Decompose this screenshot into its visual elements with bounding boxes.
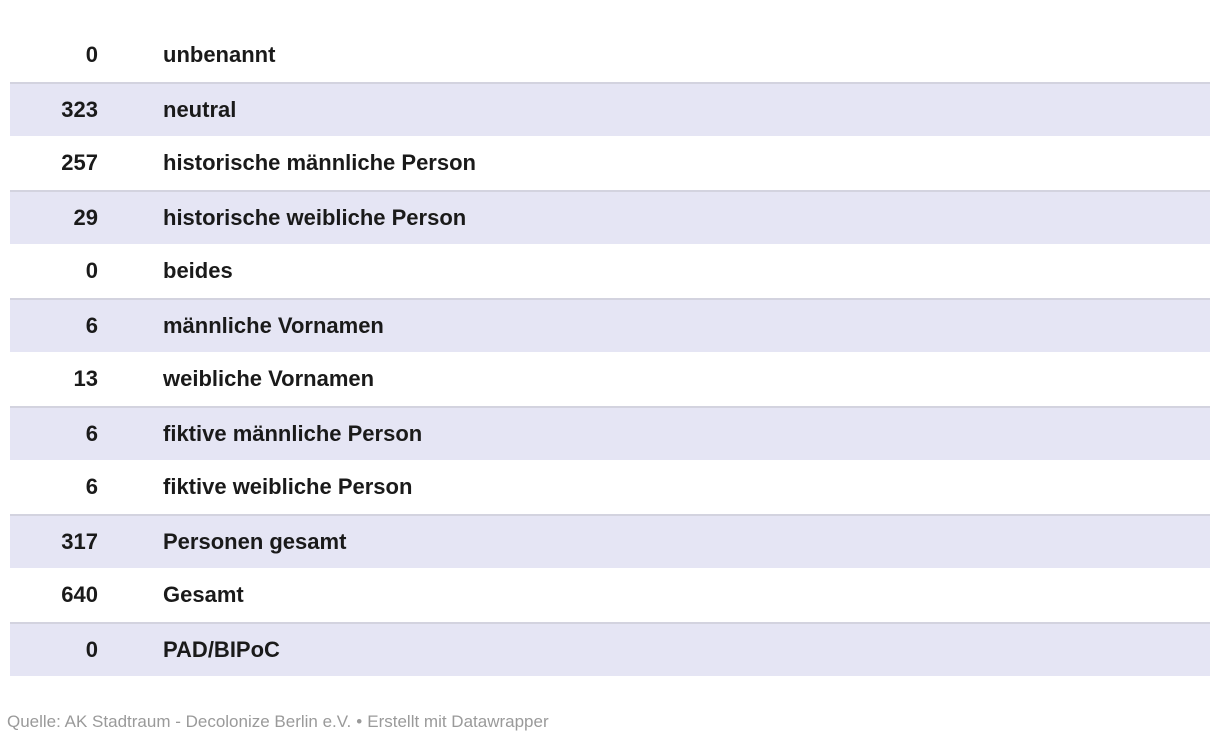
table-row: 0 beides (10, 244, 1210, 298)
category-cell: historische männliche Person (163, 150, 476, 175)
category-cell: Gesamt (163, 582, 244, 607)
table-row: 317 Personen gesamt (10, 514, 1210, 568)
source-note: Quelle: AK Stadtraum - Decolonize Berlin… (7, 712, 352, 731)
table-row: 640 Gesamt (10, 568, 1210, 622)
data-table: 0 unbenannt 323 neutral 257 historische … (10, 28, 1210, 676)
category-cell: Personen gesamt (163, 529, 347, 554)
footer-separator: • (356, 712, 363, 731)
category-cell: fiktive weibliche Person (163, 474, 413, 499)
category-cell: unbenannt (163, 42, 276, 67)
table-row: 6 fiktive männliche Person (10, 406, 1210, 460)
value-cell: 257 (61, 150, 98, 175)
value-cell: 317 (61, 529, 98, 554)
value-cell: 640 (61, 582, 98, 607)
value-cell: 0 (85, 637, 98, 662)
table-row: 0 PAD/BIPoC (10, 622, 1210, 676)
value-cell: 13 (73, 366, 98, 391)
value-cell: 6 (85, 474, 98, 499)
category-cell: PAD/BIPoC (163, 637, 280, 662)
chart-footer: Quelle: AK Stadtraum - Decolonize Berlin… (7, 712, 549, 732)
table-row: 0 unbenannt (10, 28, 1210, 82)
category-cell: historische weibliche Person (163, 205, 467, 230)
table-row: 29 historische weibliche Person (10, 190, 1210, 244)
category-cell: männliche Vornamen (163, 313, 384, 338)
value-cell: 6 (85, 313, 98, 338)
value-cell: 29 (73, 205, 98, 230)
table-row: 6 männliche Vornamen (10, 298, 1210, 352)
table-row: 13 weibliche Vornamen (10, 352, 1210, 406)
value-cell: 323 (61, 97, 98, 122)
datawrapper-attribution-link[interactable]: Erstellt mit Datawrapper (367, 712, 549, 731)
value-cell: 0 (85, 258, 98, 283)
value-cell: 0 (85, 42, 98, 67)
category-cell: weibliche Vornamen (163, 366, 375, 391)
value-cell: 6 (85, 421, 98, 446)
table-row: 6 fiktive weibliche Person (10, 460, 1210, 514)
category-cell: beides (163, 258, 233, 283)
category-cell: neutral (163, 97, 237, 122)
table-row: 257 historische männliche Person (10, 136, 1210, 190)
category-cell: fiktive männliche Person (163, 421, 423, 446)
table-row: 323 neutral (10, 82, 1210, 136)
